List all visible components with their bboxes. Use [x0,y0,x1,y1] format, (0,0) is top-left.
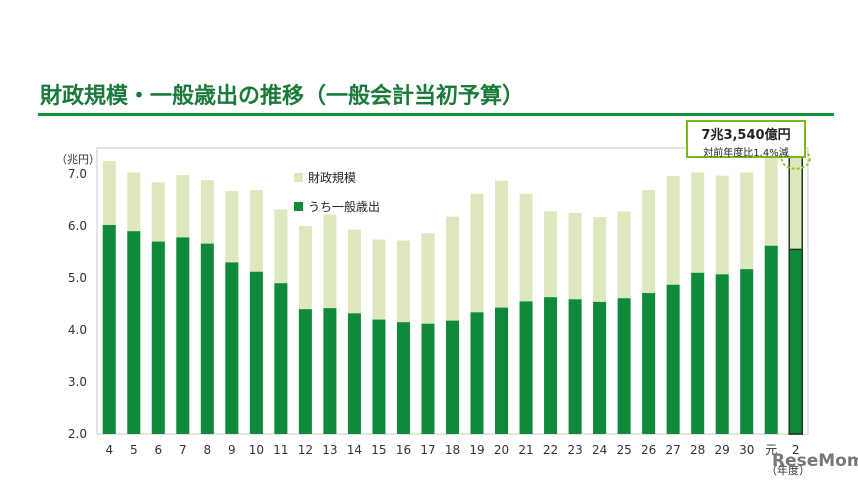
bar-general [715,274,729,434]
bar-general [323,308,337,434]
x-tick-label: 10 [249,443,264,457]
legend-label: うち一般歳出 [308,199,380,214]
bar-general [372,319,386,434]
y-tick-label: 7.0 [68,167,87,181]
bar-general [495,307,509,434]
x-tick-label: 13 [322,443,337,457]
x-tick-label: 19 [469,443,484,457]
callout-change: 対前年度比1.4%減 [703,148,789,159]
x-tick-label: 29 [715,443,730,457]
x-axis-unit: （年度） [766,463,810,477]
x-tick-label: 17 [420,443,435,457]
x-tick-label: 8 [204,443,212,457]
x-tick-label: 25 [616,443,631,457]
bar-general [764,245,778,434]
x-tick-label: 15 [371,443,386,457]
bar-general [519,301,533,434]
bar-general [568,299,582,434]
bar-general [446,320,459,434]
x-tick-label: 4 [105,443,113,457]
bar-general [470,312,484,434]
bar-general [200,243,214,434]
y-tick-label: 3.0 [68,375,87,389]
bar-general [225,262,239,434]
bar-general [593,301,607,434]
x-tick-label: 16 [396,443,411,457]
callout-box: 7兆3,540億円 対前年度比1.4%減 [686,120,806,159]
bar-general [788,248,803,435]
bar-general [347,313,361,434]
x-tick-label: 14 [347,443,362,457]
bar-general [642,293,656,434]
bar-general [298,309,312,434]
y-tick-label: 4.0 [68,323,87,337]
x-tick-label: 23 [567,443,582,457]
watermark-logo: ReseMom [772,451,858,471]
chart-title: 財政規模・一般歳出の推移（一般会計当初予算） [40,84,525,109]
x-tick-label: 元 [765,443,777,457]
callout-total: 7兆3,540億円 [701,128,791,143]
bar-general [396,322,410,434]
bar-general [127,231,141,434]
x-tick-label: 9 [228,443,236,457]
bar-general [176,237,190,434]
x-tick-label: 21 [518,443,533,457]
bar-general [740,269,754,434]
bar-general [151,241,165,434]
bar-general [544,297,558,434]
x-tick-label: 27 [666,443,681,457]
x-tick-label: 18 [445,443,460,457]
x-tick-label: 22 [543,443,558,457]
x-tick-label: 28 [690,443,705,457]
legend-swatch [294,173,303,182]
legend-swatch [294,202,303,211]
y-tick-label: 2.0 [68,427,87,441]
bar-general [102,224,116,434]
x-tick-label: 2 [792,443,800,457]
x-tick-label: 26 [641,443,656,457]
title-underline [38,113,834,116]
bar-general [691,272,705,434]
x-tick-label: 24 [592,443,607,457]
bar-general [421,323,435,434]
y-tick-label: 6.0 [68,219,87,233]
bar-general [617,298,631,434]
y-axis-unit: （兆円） [56,153,100,166]
x-tick-label: 7 [179,443,187,457]
bar-general [274,283,288,434]
legend-label: 財政規模 [308,170,356,185]
x-tick-label: 20 [494,443,509,457]
x-tick-label: 12 [298,443,313,457]
x-tick-label: 11 [273,443,288,457]
bar-general [666,284,680,434]
bar-general [249,271,263,434]
x-tick-label: 6 [154,443,162,457]
y-tick-label: 5.0 [68,271,87,285]
x-tick-label: 5 [130,443,138,457]
x-tick-label: 30 [739,443,754,457]
